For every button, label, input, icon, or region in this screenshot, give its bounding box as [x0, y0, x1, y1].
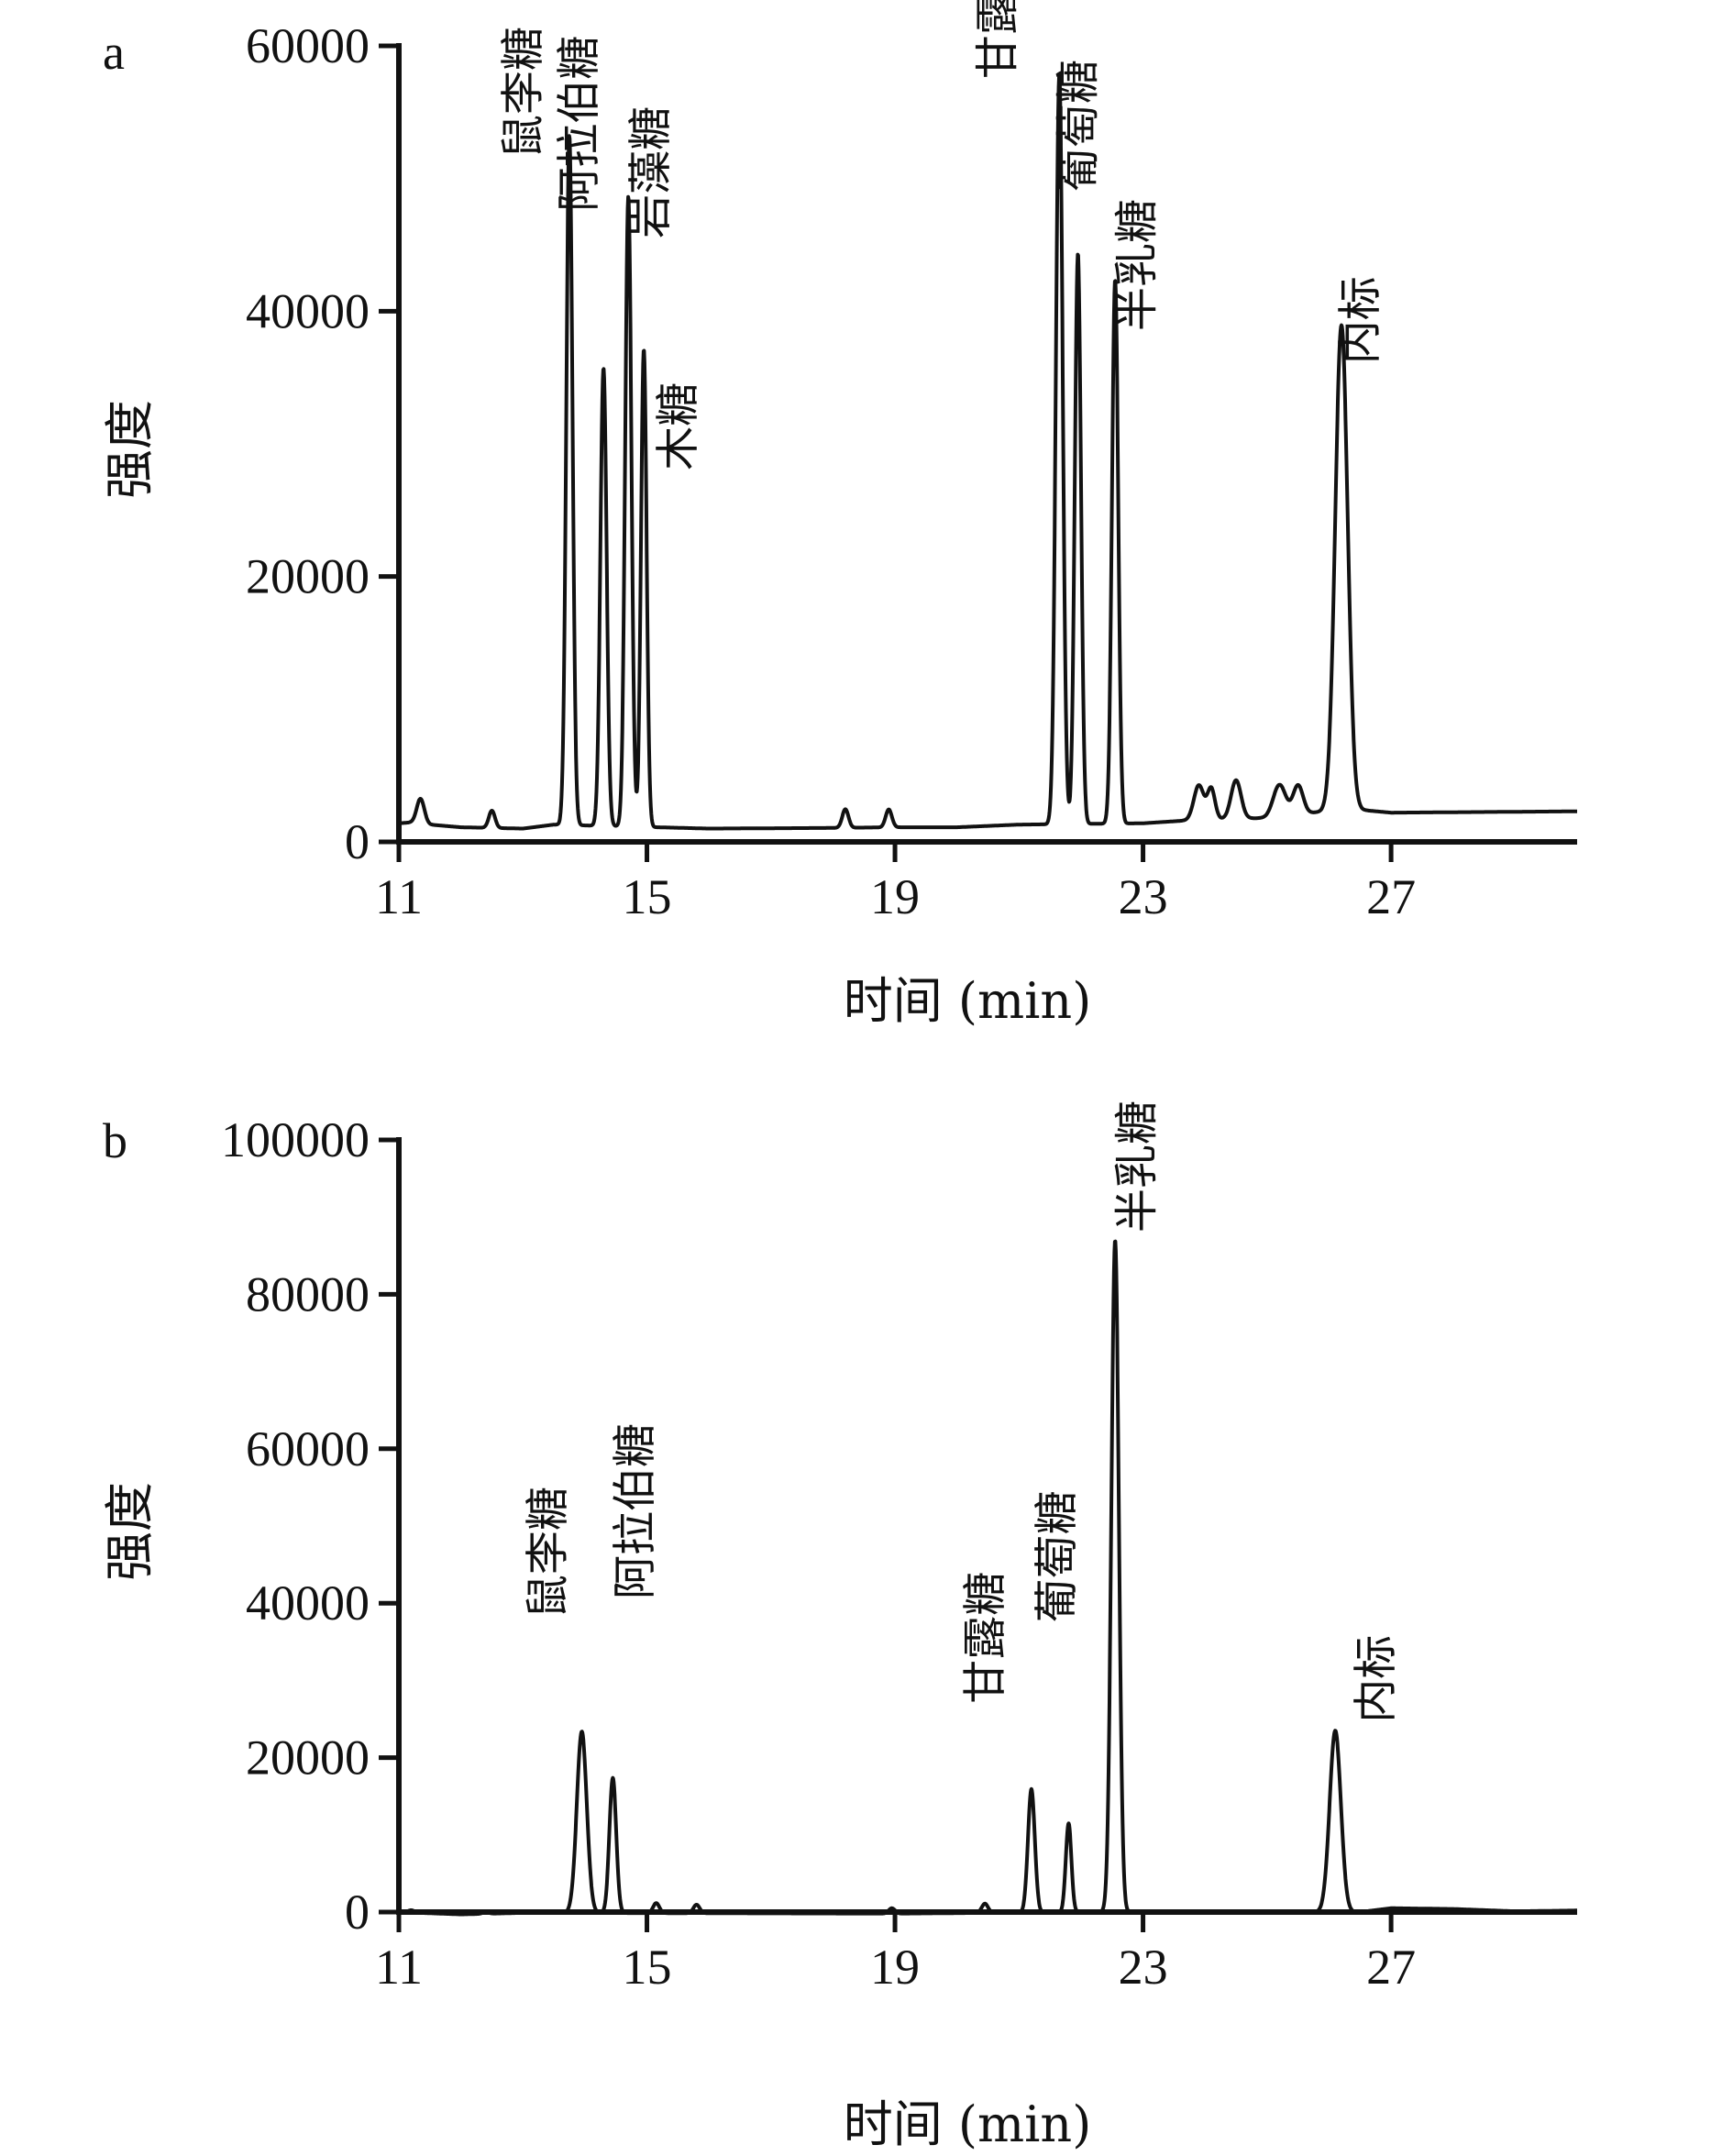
peak-label: 阿拉伯糖 [554, 36, 605, 212]
peak-label: 鼠李糖 [498, 27, 549, 159]
y-tick-label: 40000 [246, 1576, 370, 1631]
y-tick-label: 80000 [246, 1266, 370, 1321]
panel-label-a: a [103, 25, 125, 80]
panel-label-b: b [103, 1113, 127, 1168]
peak-label: 葡萄糖 [1031, 1490, 1082, 1622]
peak-label: 内标 [1351, 1635, 1402, 1723]
peak-label: 甘露糖 [972, 0, 1023, 79]
x-tick-label: 23 [1119, 869, 1168, 924]
peak-label: 甘露糖 [959, 1572, 1010, 1704]
chart-panel-b: b 强度 时间 (min) 0 20000 40000 60000 80000 10000… [101, 1100, 1579, 2153]
y-tick-label: 20000 [246, 549, 370, 604]
x-tick-label: 19 [870, 869, 920, 924]
y-tick-label: 0 [345, 814, 370, 869]
x-tick-label: 27 [1366, 1940, 1416, 1995]
x-tick-label: 11 [375, 1940, 423, 1995]
y-tick-label: 60000 [246, 1421, 370, 1476]
x-tick-label: 15 [623, 869, 672, 924]
x-tick-label: 27 [1366, 869, 1416, 924]
y-tick-label: 0 [345, 1885, 370, 1940]
chromatogram-trace [397, 1239, 1579, 1917]
peak-label: 岩藻糖 [624, 106, 676, 238]
chart-panel-a: a 强度 时间 (min) 0 20000 40000 60000 11 15 19 23 27… [101, 0, 1579, 1030]
x-axis-title-b: 时间 (min) [844, 2095, 1092, 2153]
peak-label: 葡萄糖 [1053, 60, 1104, 192]
y-tick-label: 40000 [246, 283, 370, 338]
x-axis-title-a: 时间 (min) [844, 972, 1092, 1030]
y-tick-label: 20000 [246, 1730, 370, 1786]
peak-label: 阿拉伯糖 [609, 1423, 660, 1599]
x-tick-label: 15 [623, 1940, 672, 1995]
y-tick-label: 60000 [246, 18, 370, 73]
x-tick-label: 11 [375, 869, 423, 924]
chromatogram-trace [397, 73, 1579, 831]
y-tick-label: 100000 [221, 1112, 370, 1167]
x-tick-label: 23 [1119, 1940, 1168, 1995]
y-axis-title-a: 强度 [101, 400, 159, 499]
peak-label: 鼠李糖 [523, 1487, 574, 1619]
peak-label: 半乳糖 [1111, 199, 1163, 331]
peak-label: 内标 [1335, 276, 1386, 364]
y-axis-title-b: 强度 [101, 1482, 159, 1581]
peak-label: 木糖 [653, 382, 704, 470]
x-tick-label: 19 [870, 1940, 920, 1995]
peak-label: 半乳糖 [1111, 1100, 1163, 1233]
